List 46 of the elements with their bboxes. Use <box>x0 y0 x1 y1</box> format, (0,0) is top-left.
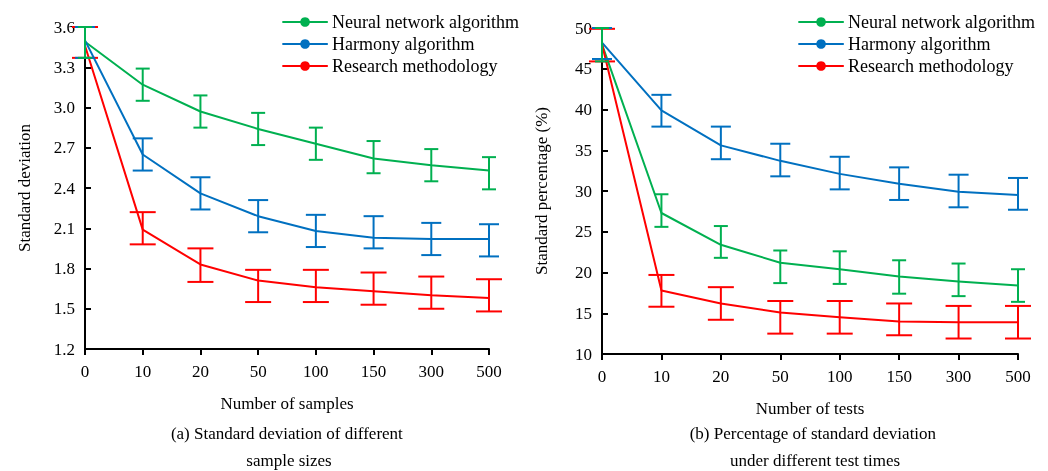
x-tick-label: 10 <box>652 367 670 386</box>
y-tick-label: 10 <box>575 344 592 364</box>
y-tick-label: 1.8 <box>53 259 75 278</box>
y-tick-label: 3.0 <box>53 98 75 117</box>
y-tick-label: 40 <box>575 100 592 119</box>
y-tick-label: 1.2 <box>53 339 75 359</box>
x-tick-label: 20 <box>191 362 209 381</box>
x-tick-label: 300 <box>945 367 972 386</box>
text: (a) Standard deviation of different sample sizes <box>170 424 408 470</box>
x-tick-label: 150 <box>360 362 387 381</box>
y-tick-label: 2.7 <box>53 138 76 158</box>
x-axis-title: Number of samples <box>220 394 354 413</box>
x-tick-label: 150 <box>886 367 912 386</box>
y-tick-label: 20 <box>575 263 592 282</box>
x-tick-label: 100 <box>303 362 329 381</box>
y-axis-title: Standard deviation <box>15 123 34 252</box>
y-tick-label: 2.4 <box>53 178 76 198</box>
legend-label: Research methodology <box>848 56 1014 76</box>
y-tick-label: 30 <box>575 181 592 201</box>
y-tick-label: 50 <box>575 18 592 38</box>
x-tick-label: 500 <box>1005 367 1031 386</box>
y-tick-label: 45 <box>575 59 592 79</box>
y-tick-label: 1.5 <box>53 299 75 319</box>
x-tick-label: 500 <box>476 362 502 381</box>
text: (b) Percentage of standard deviation under different test times <box>689 424 941 470</box>
y-tick-label: 15 <box>575 303 592 323</box>
x-tick-label: 50 <box>249 362 267 381</box>
x-axis-title: Number of tests <box>755 399 865 418</box>
x-tick-label: 10 <box>134 362 152 381</box>
x-tick-label: 20 <box>712 367 730 386</box>
x-tick-label: 0 <box>80 362 90 381</box>
legend-label: Harmony algorithm <box>848 34 991 54</box>
x-tick-label: 100 <box>826 367 853 386</box>
y-tick-label: 3.6 <box>53 17 75 37</box>
y-tick-label: 25 <box>575 222 592 242</box>
legend-label: Neural network algorithm <box>332 12 520 32</box>
y-tick-label: 3.3 <box>53 57 75 77</box>
x-tick-label: 50 <box>771 367 789 386</box>
x-tick-label: 300 <box>418 362 445 381</box>
legend-label: Research methodology <box>332 56 498 76</box>
legend-label: Neural network algorithm <box>848 12 1036 32</box>
x-tick-label: 0 <box>597 367 607 386</box>
legend-label: Harmony algorithm <box>332 34 475 54</box>
y-tick-label: 2.1 <box>53 218 75 238</box>
y-axis-title: Standard percentage (%) <box>532 106 551 276</box>
y-tick-label: 35 <box>575 140 592 160</box>
